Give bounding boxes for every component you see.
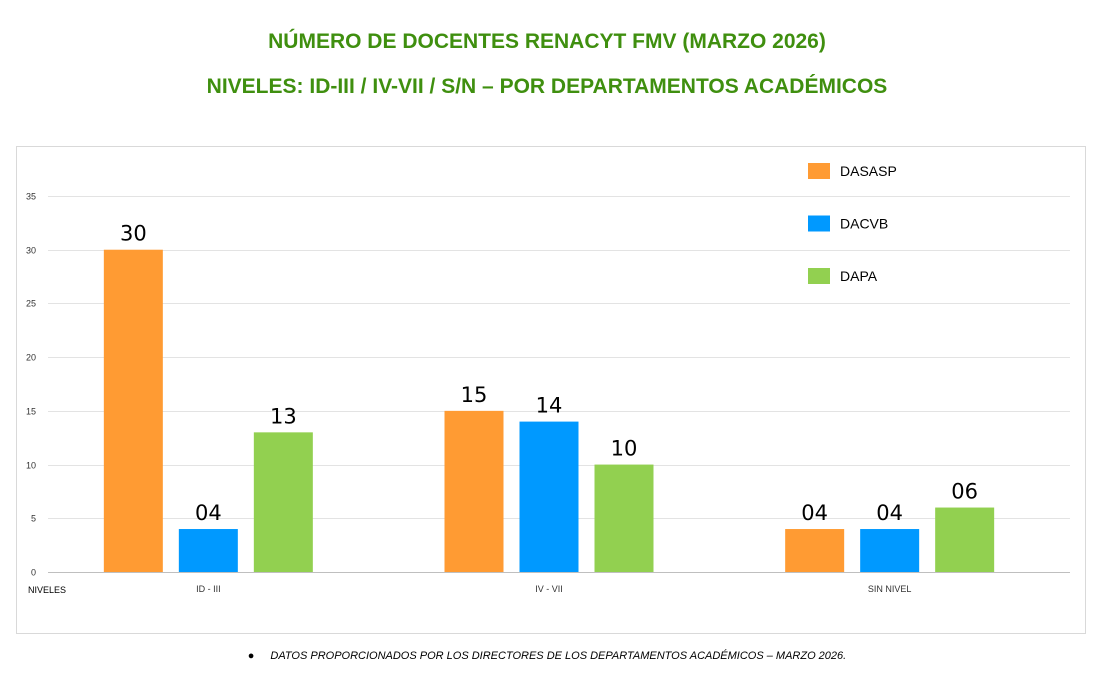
- legend-swatch: [808, 163, 830, 179]
- bar-dacvb: [519, 421, 579, 572]
- legend-swatch: [808, 215, 830, 232]
- footnote: ● DATOS PROPORCIONADOS POR LOS DIRECTORES…: [0, 650, 1094, 662]
- data-label: 15: [461, 383, 488, 407]
- data-label: 13: [270, 404, 297, 428]
- y-tick-label: 0: [31, 568, 36, 578]
- bar-dacvb: [178, 529, 238, 572]
- bar-dapa: [594, 464, 654, 572]
- bullet-icon: ●: [247, 650, 255, 662]
- y-tick-label: 20: [26, 353, 36, 363]
- bar-dapa: [253, 432, 313, 572]
- data-label: 14: [536, 394, 563, 418]
- y-tick-label: 30: [26, 246, 36, 256]
- data-label: 06: [951, 480, 978, 504]
- data-label: 30: [120, 222, 147, 246]
- data-label: 04: [876, 501, 903, 525]
- data-label: 04: [801, 501, 828, 525]
- y-tick-label: 10: [26, 461, 36, 471]
- x-tick-label: SIN NIVEL: [868, 584, 912, 594]
- legend-label: DAPA: [840, 268, 878, 284]
- x-tick-label: IV - VII: [535, 584, 563, 594]
- footnote-text: DATOS PROPORCIONADOS POR LOS DIRECTORES …: [270, 650, 847, 662]
- y-tick-label: 25: [26, 299, 36, 309]
- data-label: 04: [195, 501, 222, 525]
- legend-swatch: [808, 268, 830, 284]
- bar-dasasp: [785, 529, 845, 572]
- y-tick-label: 5: [31, 514, 36, 524]
- bar-dasasp: [444, 410, 504, 572]
- bar-dasasp: [103, 249, 163, 572]
- legend-label: DASASP: [840, 163, 897, 179]
- chart-title: NÚMERO DE DOCENTES RENACYT FMV (MARZO 20…: [268, 30, 826, 53]
- bar-dapa: [935, 507, 995, 572]
- bar-dacvb: [860, 529, 920, 572]
- x-tick-label: ID - III: [196, 584, 221, 594]
- x-axis-label: NIVELES: [28, 585, 66, 595]
- y-tick-label: 15: [26, 407, 36, 417]
- legend-label: DACVB: [840, 216, 888, 232]
- chart-subtitle: NIVELES: ID-III / IV-VII / S/N – POR DEP…: [206, 75, 888, 98]
- y-tick-label: 35: [26, 192, 36, 202]
- data-label: 10: [611, 437, 638, 461]
